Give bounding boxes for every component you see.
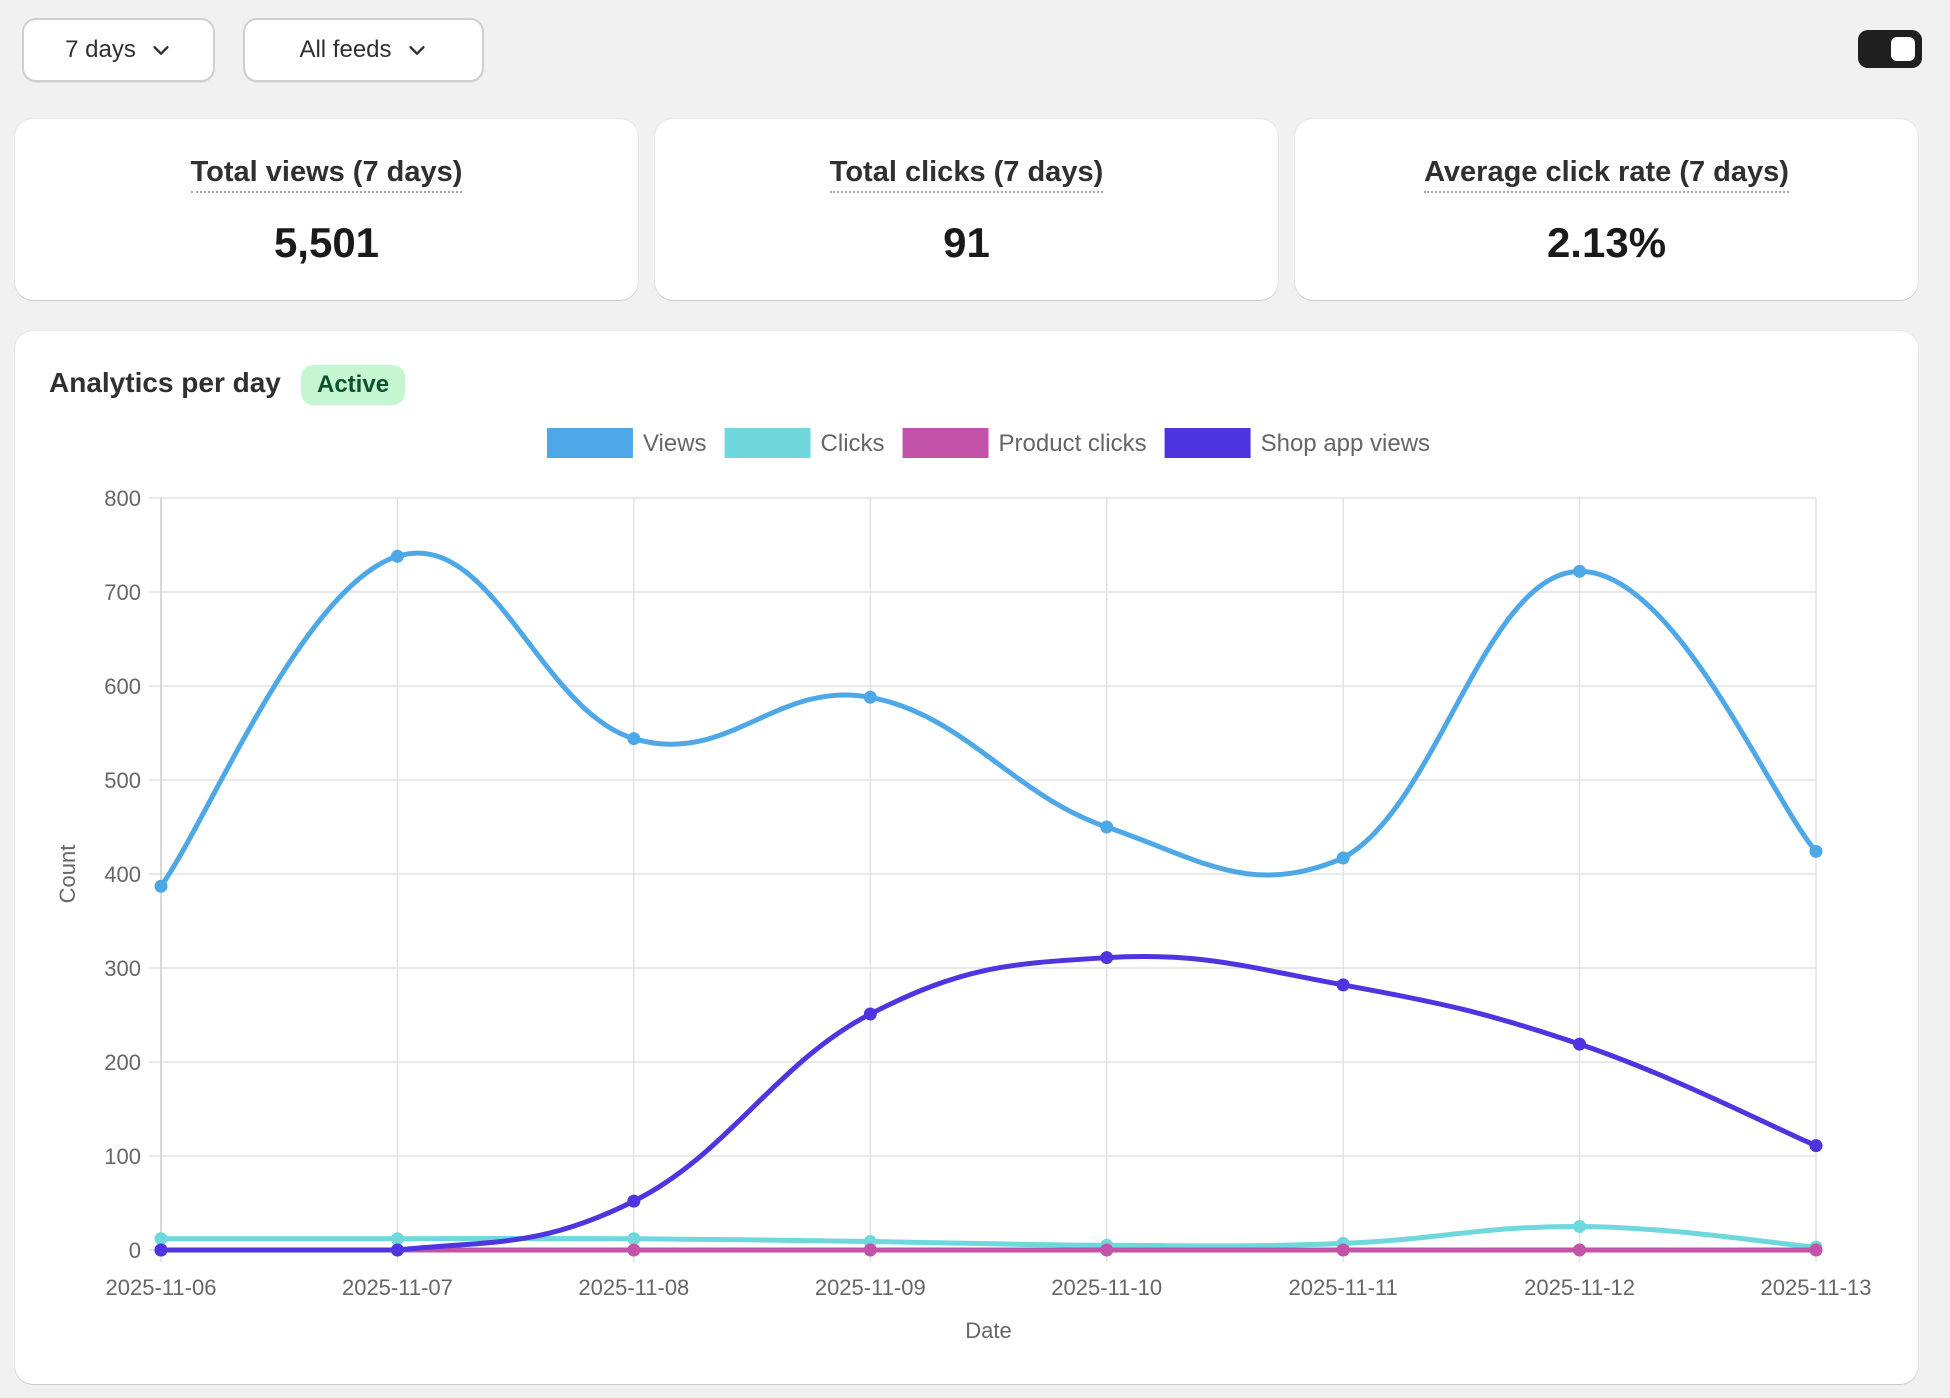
metric-value: 2.13% <box>1546 219 1667 266</box>
x-tick-label: 2025-11-08 <box>578 1275 689 1300</box>
analytics-chart-card: Analytics per day Active 0 100 200 300 400 50… <box>15 331 1918 1384</box>
metric-card-average-click-rate: Average click rate (7 days) 2.13% <box>1295 119 1918 300</box>
data-point[interactable] <box>863 1243 877 1257</box>
metric-card-total-views: Total views (7 days) 5,501 <box>15 119 638 300</box>
legend-label[interactable]: Views <box>643 430 707 457</box>
data-point[interactable] <box>1100 820 1114 834</box>
legend-label[interactable]: Shop app views <box>1261 430 1430 457</box>
x-tick-label: 2025-11-09 <box>815 1275 926 1300</box>
y-tick-label: 100 <box>104 1144 141 1169</box>
x-tick-label: 2025-11-13 <box>1761 1275 1872 1300</box>
metric-value: 91 <box>943 219 990 266</box>
legend-label[interactable]: Product clicks <box>999 430 1147 457</box>
metric-label[interactable]: Total views (7 days) <box>190 155 463 193</box>
data-point[interactable] <box>1336 978 1350 992</box>
x-tick-label: 2025-11-12 <box>1524 1275 1635 1300</box>
series-line-clicks <box>158 1223 1819 1250</box>
data-point[interactable] <box>1336 1243 1350 1257</box>
data-point[interactable] <box>1573 1243 1587 1257</box>
legend-swatch[interactable] <box>724 428 811 458</box>
data-point[interactable] <box>1809 1139 1823 1153</box>
series-line-shop-app-views <box>158 953 1819 1253</box>
y-tick-label: 200 <box>104 1050 141 1075</box>
x-tick-label: 2025-11-06 <box>106 1275 217 1300</box>
metric-value: 5,501 <box>273 219 380 266</box>
data-point[interactable] <box>1336 851 1350 865</box>
data-point[interactable] <box>627 1232 641 1246</box>
data-point[interactable] <box>154 1243 168 1257</box>
feed-select[interactable]: All feeds <box>243 18 484 82</box>
data-point[interactable] <box>154 879 168 893</box>
metric-card-total-clicks: Total clicks (7 days) 91 <box>655 119 1278 300</box>
x-axis-title: Date <box>965 1318 1011 1343</box>
feed-select-label: All feeds <box>299 36 392 63</box>
chevron-down-icon <box>153 46 169 55</box>
data-point[interactable] <box>390 1243 404 1257</box>
legend-label[interactable]: Clicks <box>821 430 885 457</box>
y-tick-label: 800 <box>104 486 141 511</box>
y-tick-label: 700 <box>104 580 141 605</box>
status-badge: Active <box>301 365 406 405</box>
x-tick-label: 2025-11-07 <box>342 1275 453 1300</box>
line-chart: 0 100 200 300 400 500 600 700 800 2025-11-06 2025-… <box>55 428 1872 1343</box>
y-tick-label: 600 <box>104 674 141 699</box>
legend-swatch[interactable] <box>546 428 633 458</box>
toggle-switch[interactable] <box>1858 30 1922 68</box>
x-tick-label: 2025-11-11 <box>1289 1275 1398 1300</box>
period-select-label: 7 days <box>65 36 136 63</box>
data-point[interactable] <box>1100 1243 1114 1257</box>
toggle-knob <box>1891 37 1915 61</box>
data-point[interactable] <box>1809 1243 1823 1257</box>
series-line-views <box>158 550 1819 889</box>
period-select[interactable]: 7 days <box>22 18 215 82</box>
y-tick-label: 500 <box>104 768 141 793</box>
data-point[interactable] <box>627 1243 641 1257</box>
data-point[interactable] <box>1573 1220 1587 1233</box>
data-point[interactable] <box>1100 951 1114 965</box>
chart-card-title: Analytics per day <box>49 367 281 398</box>
chevron-down-icon <box>408 46 425 55</box>
data-point[interactable] <box>627 732 641 746</box>
y-tick-label: 400 <box>104 862 141 887</box>
y-tick-label: 0 <box>129 1238 141 1263</box>
metric-label[interactable]: Average click rate (7 days) <box>1424 155 1789 193</box>
data-point[interactable] <box>863 690 877 704</box>
legend-swatch[interactable] <box>1164 428 1251 458</box>
toolbar: 7 days All feeds <box>22 18 1922 82</box>
data-point[interactable] <box>390 1232 404 1246</box>
data-point[interactable] <box>390 549 404 563</box>
metric-label[interactable]: Total clicks (7 days) <box>829 155 1104 193</box>
y-axis-title: Count <box>55 845 80 904</box>
data-point[interactable] <box>1573 1037 1587 1051</box>
data-point[interactable] <box>863 1007 877 1021</box>
x-tick-label: 2025-11-10 <box>1051 1275 1162 1300</box>
data-point[interactable] <box>1573 564 1587 578</box>
y-tick-label: 300 <box>104 956 141 981</box>
data-point[interactable] <box>627 1194 641 1208</box>
legend-swatch[interactable] <box>902 428 989 458</box>
data-point[interactable] <box>1809 844 1823 858</box>
data-point[interactable] <box>154 1232 168 1246</box>
